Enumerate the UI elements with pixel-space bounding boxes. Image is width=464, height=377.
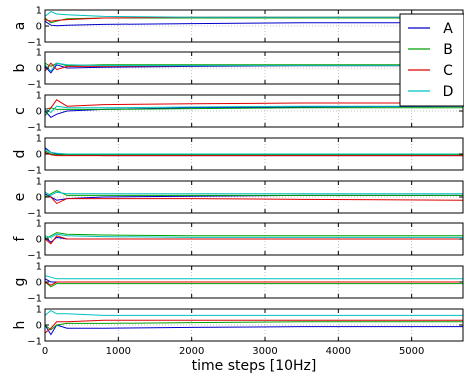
series-line-B [44,190,463,198]
series-line-D [44,62,463,72]
subplot-c: −1 0 1c [12,91,464,134]
y-tick-label: 1 [36,48,42,59]
series-line-D [44,309,463,316]
series-line-D [44,233,463,238]
subplot-g: −1 0 1g [12,262,464,305]
y-tick-label: 0 [36,321,42,332]
x-tick-label: 2000 [179,346,204,357]
series-line-A [44,105,464,119]
y-tick-label: 1 [36,134,42,145]
y-tick-label: 0 [36,107,42,118]
subplot-frame [44,308,464,342]
x-axis-label: time steps [10Hz] [192,358,317,374]
x-tick-label: 5000 [399,346,424,357]
y-tick-label: 1 [36,219,42,230]
series-line-C [44,319,463,334]
panel-label: a [12,22,28,31]
panel-label: b [12,63,28,72]
panel-label: d [12,150,28,159]
y-tick-label: 1 [36,91,42,102]
series-line-B [44,232,463,240]
y-tick-label: 0 [36,22,42,33]
series-line-C [44,151,463,157]
panel-label: g [12,278,28,287]
x-axis: 0 1000 2000 3000 4000 5000 [42,346,425,357]
y-tick-label: 0 [36,278,42,289]
subplot-e: −1 0 1e [12,177,464,220]
series-line-C [44,235,463,245]
series-line-A [44,20,463,27]
x-tick-label: 0 [42,346,48,357]
series-line-D [44,191,463,196]
y-tick-label: 0 [36,235,42,246]
series-line-C [44,281,463,286]
legend-label-D: D [443,84,454,100]
subplot-b: −1 0 1b [12,48,464,91]
series-line-B [44,321,463,331]
y-tick-label: −1 [27,209,42,220]
y-tick-label: 1 [36,262,42,273]
legend-label-C: C [443,63,453,79]
panel-label: h [12,321,28,330]
x-tick-label: 1000 [106,346,131,357]
legend-label-A: A [443,21,453,37]
series-line-A [44,236,463,243]
series-line-B [44,281,463,288]
subplot-h: −1 0 1h [12,305,464,348]
series-line-D [44,148,463,155]
panel-label: f [12,235,28,241]
y-tick-label: −1 [27,38,42,49]
series-line-D [44,11,463,18]
series-line-A [44,324,463,336]
subplot-f: −1 0 1 f [12,219,464,262]
y-tick-label: −1 [27,294,42,305]
series-line-B [44,150,463,156]
series-line-D [44,105,463,114]
y-tick-label: 0 [36,150,42,161]
series-line-B [44,107,463,117]
y-tick-label: −1 [27,123,42,134]
y-tick-label: 0 [36,64,42,75]
subplot-a: −1 0 1a [12,6,464,49]
y-tick-label: −1 [27,337,42,348]
y-tick-label: 0 [36,193,42,204]
y-tick-label: 1 [36,305,42,316]
panel-label: e [12,193,28,202]
y-tick-label: 1 [36,6,42,17]
x-tick-label: 4000 [326,346,351,357]
subplot-d: −1 0 1d [12,134,464,177]
panel-label: c [12,107,28,115]
y-tick-label: −1 [27,80,42,91]
y-tick-label: −1 [27,166,42,177]
series-line-D [44,275,463,280]
x-tick-label: 3000 [252,346,277,357]
series-line-C [44,99,463,110]
series-line-C [45,196,464,205]
y-tick-label: −1 [27,251,42,262]
legend-label-B: B [443,42,453,58]
y-tick-label: 1 [36,177,42,188]
